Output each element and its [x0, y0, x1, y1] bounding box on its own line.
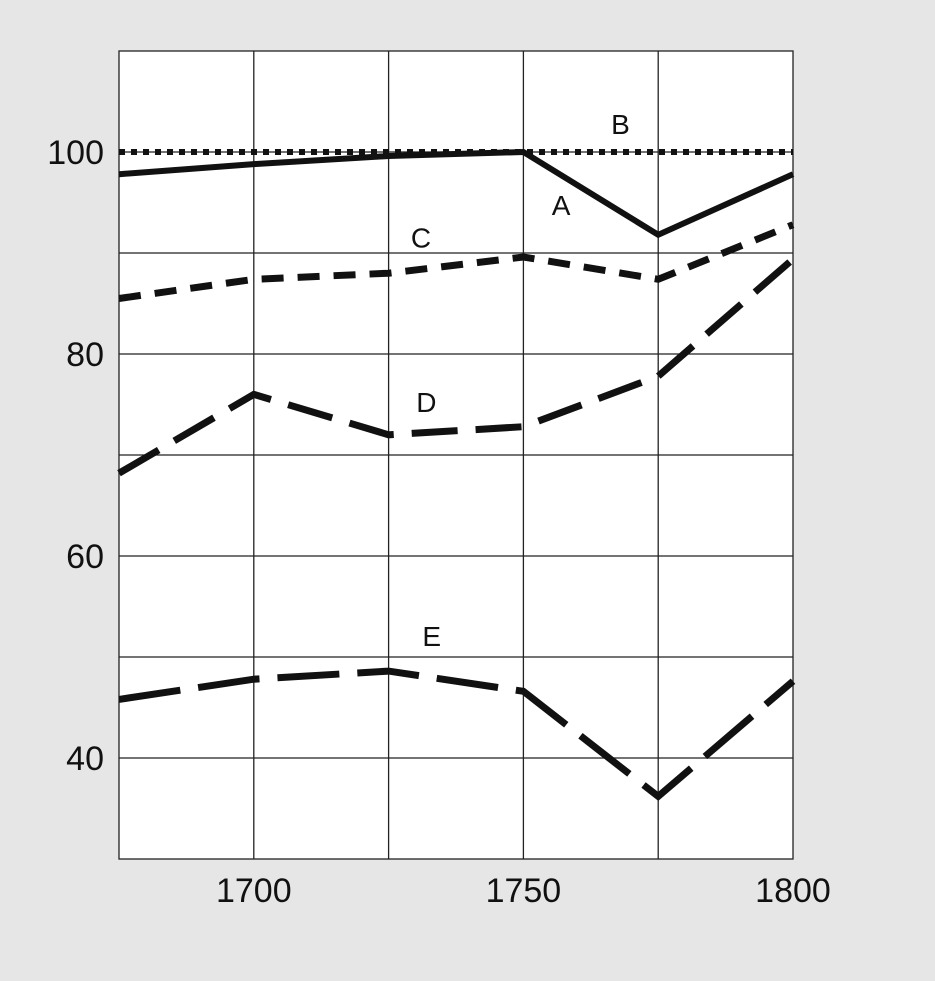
series-line-e: [118, 667, 796, 801]
series-label-a: A: [552, 190, 571, 221]
series-label-e: E: [422, 621, 441, 652]
x-tick-label-1750: 1750: [486, 872, 562, 910]
y-tick-label-40: 40: [66, 740, 104, 778]
series-label-c: C: [411, 222, 431, 253]
series-lines: [117, 148, 796, 801]
series-line-c: [118, 221, 795, 302]
y-tick-label-80: 80: [66, 336, 104, 374]
gridlines: [119, 51, 793, 859]
series-labels: A B C D E: [411, 109, 630, 652]
x-tick-label-1700: 1700: [216, 872, 292, 910]
series-label-d: D: [416, 387, 436, 418]
x-tick-label-1800: 1800: [755, 872, 831, 910]
y-tick-label-100: 100: [47, 134, 104, 172]
y-tick-label-60: 60: [66, 538, 104, 576]
series-line-d: [117, 256, 796, 477]
series-label-b: B: [611, 109, 630, 140]
axis-ticks: 1700 1750 1800 40 60 80 100: [47, 134, 831, 910]
